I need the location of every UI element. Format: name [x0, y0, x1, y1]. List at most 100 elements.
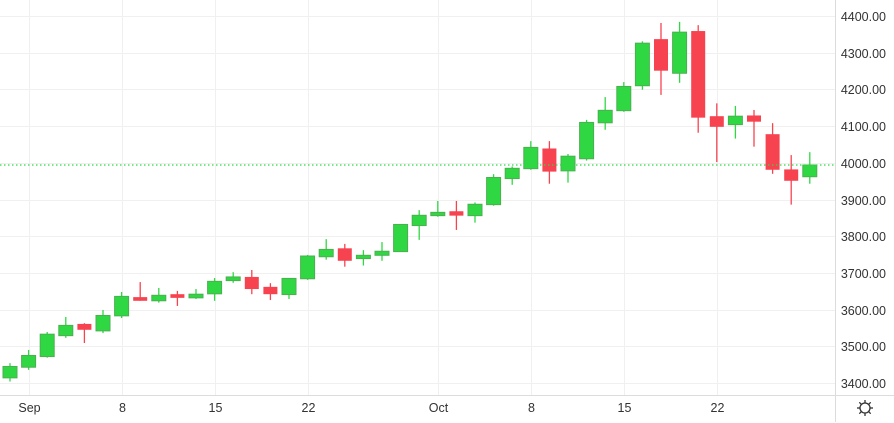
candle-body	[207, 280, 223, 295]
candle-down	[709, 103, 724, 163]
candle-up	[616, 82, 632, 112]
candle-up	[39, 331, 55, 358]
candle-up	[579, 119, 595, 161]
candle-body	[449, 211, 464, 216]
candle-up	[486, 174, 502, 206]
candle-up	[504, 166, 520, 185]
candle-down	[337, 243, 352, 267]
candle-down	[263, 283, 278, 301]
price-tick-label: 3900.00	[841, 194, 886, 208]
candle-body	[281, 277, 297, 296]
candle-up	[374, 242, 390, 261]
candle-up	[597, 97, 613, 130]
candle-up	[188, 289, 204, 299]
candle-body	[709, 116, 724, 127]
candle-body	[560, 155, 576, 172]
time-tick-label: Oct	[429, 401, 449, 415]
candle-body	[691, 31, 706, 118]
candle-body	[263, 286, 278, 295]
candle-body	[654, 39, 668, 71]
candle-up	[393, 223, 409, 253]
candle-body	[77, 323, 92, 330]
candle-up	[523, 141, 539, 170]
price-tick-label: 4200.00	[841, 83, 886, 97]
candle-body	[318, 248, 334, 258]
candle-body	[170, 294, 185, 298]
candle-up	[151, 287, 167, 303]
candle-body	[95, 314, 111, 332]
time-tick-label: 15	[618, 401, 632, 415]
price-axis[interactable]: 3400.00 3500.00 3600.00 3700.00 3800.00 3900.…	[841, 10, 886, 391]
candle-body	[411, 214, 427, 227]
price-tick-label: 4400.00	[841, 10, 886, 24]
candle-body	[765, 134, 780, 170]
candle-up	[300, 254, 316, 280]
candle-down	[170, 290, 185, 306]
candle-down	[747, 109, 761, 147]
candle-body	[374, 250, 390, 256]
time-tick-label: 22	[711, 401, 725, 415]
candle-down	[542, 141, 557, 184]
candle-down	[133, 282, 148, 301]
candle-up	[355, 250, 371, 266]
candle-body	[616, 85, 632, 112]
candle-up	[21, 349, 37, 370]
candle-down	[654, 22, 668, 95]
candle-body	[133, 297, 148, 301]
time-axis[interactable]: Sep 8 15 22 Oct 8 15 22	[18, 401, 724, 415]
candle-body	[21, 354, 37, 368]
gear-icon[interactable]	[855, 398, 875, 418]
candle-up	[430, 200, 446, 217]
candle-body	[430, 211, 446, 217]
price-tick-label: 3500.00	[841, 340, 886, 354]
candle-body	[672, 31, 688, 74]
price-tick-label: 4100.00	[841, 120, 886, 134]
time-tick-label: 8	[528, 401, 535, 415]
candle-body	[579, 121, 595, 160]
candle-up	[318, 239, 334, 260]
candle-body	[188, 293, 204, 299]
price-tick-label: 4000.00	[841, 157, 886, 171]
price-tick-label: 3700.00	[841, 267, 886, 281]
candle-up	[58, 316, 74, 338]
candle-body	[727, 115, 743, 126]
candle-down	[691, 25, 706, 133]
candle-up	[225, 272, 241, 283]
candle-body	[114, 295, 130, 317]
candle-up	[802, 152, 818, 184]
candle-body	[486, 176, 502, 206]
candle-up	[672, 21, 688, 83]
candle-body	[151, 294, 167, 302]
candle-up	[411, 210, 427, 240]
candle-down	[765, 123, 780, 174]
price-tick-label: 3800.00	[841, 230, 886, 244]
candle-body	[393, 223, 409, 253]
candle-body	[747, 115, 761, 122]
candle-up	[467, 202, 483, 223]
price-tick-label: 3400.00	[841, 377, 886, 391]
candle-up	[2, 363, 18, 382]
candle-body	[39, 333, 55, 358]
candle-body	[355, 254, 371, 260]
candle-up	[727, 105, 743, 139]
time-tick-label: 8	[119, 401, 126, 415]
candle-up	[114, 291, 130, 319]
candle-body	[467, 203, 483, 217]
candle-body	[523, 146, 539, 170]
candle-body	[2, 365, 18, 379]
candle-down	[244, 269, 259, 295]
candle-body	[225, 276, 241, 282]
candle-body	[504, 167, 520, 180]
candle-up	[634, 41, 650, 90]
candle-body	[58, 324, 74, 337]
candle-up	[560, 153, 576, 183]
candle-up	[95, 309, 111, 334]
candle-down	[449, 200, 464, 230]
candle-body	[300, 255, 316, 280]
price-tick-label: 4300.00	[841, 47, 886, 61]
candles	[2, 21, 818, 382]
time-tick-label: 22	[302, 401, 316, 415]
candle-down	[77, 323, 92, 343]
candle-body	[244, 276, 259, 290]
